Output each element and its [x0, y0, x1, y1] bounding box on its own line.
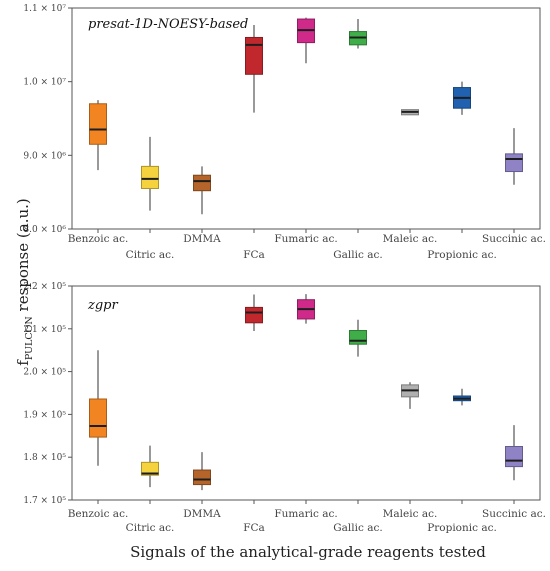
category-label: DMMA: [183, 233, 221, 245]
box-6: [349, 19, 367, 49]
category-label: FCa: [243, 249, 265, 261]
y-axis-title-subscript: PULCON: [24, 316, 35, 360]
y-axis-title-rest: response (a.u.): [14, 198, 32, 316]
y-tick-label: 1.7 × 10⁵: [23, 496, 66, 506]
category-label: Succinic ac.: [482, 233, 546, 245]
panel-title: presat-1D-NOESY-based: [88, 17, 248, 32]
panel-noesy: 8.0 × 10⁶ 9.0 × 10⁶ 1.0 × 10⁷ 1.1 × 10⁷ pres…: [23, 4, 546, 261]
category-label: Gallic ac.: [333, 249, 382, 261]
box-5: [297, 17, 315, 64]
category-label: DMMA: [183, 508, 221, 520]
panel-title: zgpr: [87, 298, 118, 313]
x-axis-title: Signals of the analytical-grade reagents…: [130, 543, 486, 561]
category-label: Succinic ac.: [482, 508, 546, 520]
box-iqr: [245, 306, 263, 324]
box-6: [349, 319, 367, 357]
y-tick-label: 2.2 × 10⁵: [23, 282, 66, 292]
box-4: [245, 24, 263, 113]
box-4: [245, 294, 263, 331]
box-8: [453, 388, 471, 406]
y-tick-label: 9.0 × 10⁶: [23, 151, 66, 161]
y-tick-label: 1.9 × 10⁵: [23, 410, 66, 420]
y-tick-label: 1.0 × 10⁷: [23, 78, 66, 88]
box-1: [89, 100, 107, 171]
y-axis-title: fPULCON response (a.u.): [14, 198, 35, 365]
box-7: [401, 109, 419, 116]
box-iqr: [141, 461, 159, 476]
y-tick-label: 2.0 × 10⁵: [23, 368, 66, 378]
box-iqr: [89, 103, 107, 145]
box-3: [193, 452, 211, 491]
category-label: Propionic ac.: [427, 522, 497, 534]
box-9: [505, 128, 523, 185]
y-tick-label: 2.1 × 10⁵: [23, 325, 66, 335]
box-iqr: [505, 153, 523, 173]
y-tick-label: 8.0 × 10⁶: [23, 225, 66, 235]
box-iqr: [89, 398, 107, 438]
box-8: [453, 81, 471, 115]
y-tick-label: 1.8 × 10⁵: [23, 453, 66, 463]
category-label: Citric ac.: [126, 249, 175, 261]
category-label: Maleic ac.: [383, 233, 438, 245]
y-axis-title-main: f: [14, 359, 32, 366]
box-1: [89, 350, 107, 466]
box-3: [193, 166, 211, 215]
box-iqr: [141, 165, 159, 189]
category-label: Propionic ac.: [427, 249, 497, 261]
category-label: Fumaric ac.: [274, 508, 337, 520]
box-5: [297, 294, 315, 324]
box-iqr: [245, 36, 263, 75]
category-label: Gallic ac.: [333, 522, 382, 534]
y-tick-label: 1.1 × 10⁷: [23, 4, 66, 14]
box-iqr: [505, 446, 523, 468]
box-iqr: [193, 174, 211, 192]
category-label: Fumaric ac.: [274, 233, 337, 245]
box-9: [505, 425, 523, 481]
box-2: [141, 445, 159, 488]
category-label: Benzoic ac.: [68, 233, 129, 245]
box-7: [401, 382, 419, 409]
category-label: FCa: [243, 522, 265, 534]
box-iqr: [193, 469, 211, 486]
panel-zgpr: 1.7 × 10⁵ 1.8 × 10⁵ 1.9 × 10⁵ 2.0 × 10⁵ 2.1 …: [23, 282, 546, 534]
category-label: Citric ac.: [126, 522, 175, 534]
category-label: Benzoic ac.: [68, 508, 129, 520]
box-iqr: [349, 330, 367, 345]
category-label: Maleic ac.: [383, 508, 438, 520]
box-2: [141, 136, 159, 211]
